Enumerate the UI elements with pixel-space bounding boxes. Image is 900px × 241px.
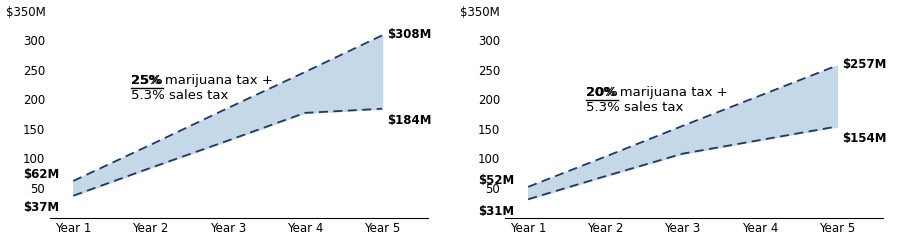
Text: $31M: $31M bbox=[478, 205, 514, 218]
Text: 5.3% sales tax: 5.3% sales tax bbox=[586, 101, 683, 114]
Text: $62M: $62M bbox=[23, 168, 59, 181]
Text: $257M: $257M bbox=[842, 58, 886, 71]
Text: $154M: $154M bbox=[842, 132, 887, 145]
Text: 25%: 25% bbox=[131, 74, 163, 87]
Text: $37M: $37M bbox=[23, 201, 59, 214]
Text: 25% marijuana tax +: 25% marijuana tax + bbox=[131, 74, 273, 87]
Text: $52M: $52M bbox=[478, 174, 515, 187]
Text: 20% marijuana tax +: 20% marijuana tax + bbox=[586, 86, 728, 99]
Text: 20%: 20% bbox=[586, 86, 617, 99]
Text: 5.3% sales tax: 5.3% sales tax bbox=[131, 89, 229, 102]
Text: $184M: $184M bbox=[388, 114, 432, 127]
Text: $308M: $308M bbox=[388, 28, 432, 41]
